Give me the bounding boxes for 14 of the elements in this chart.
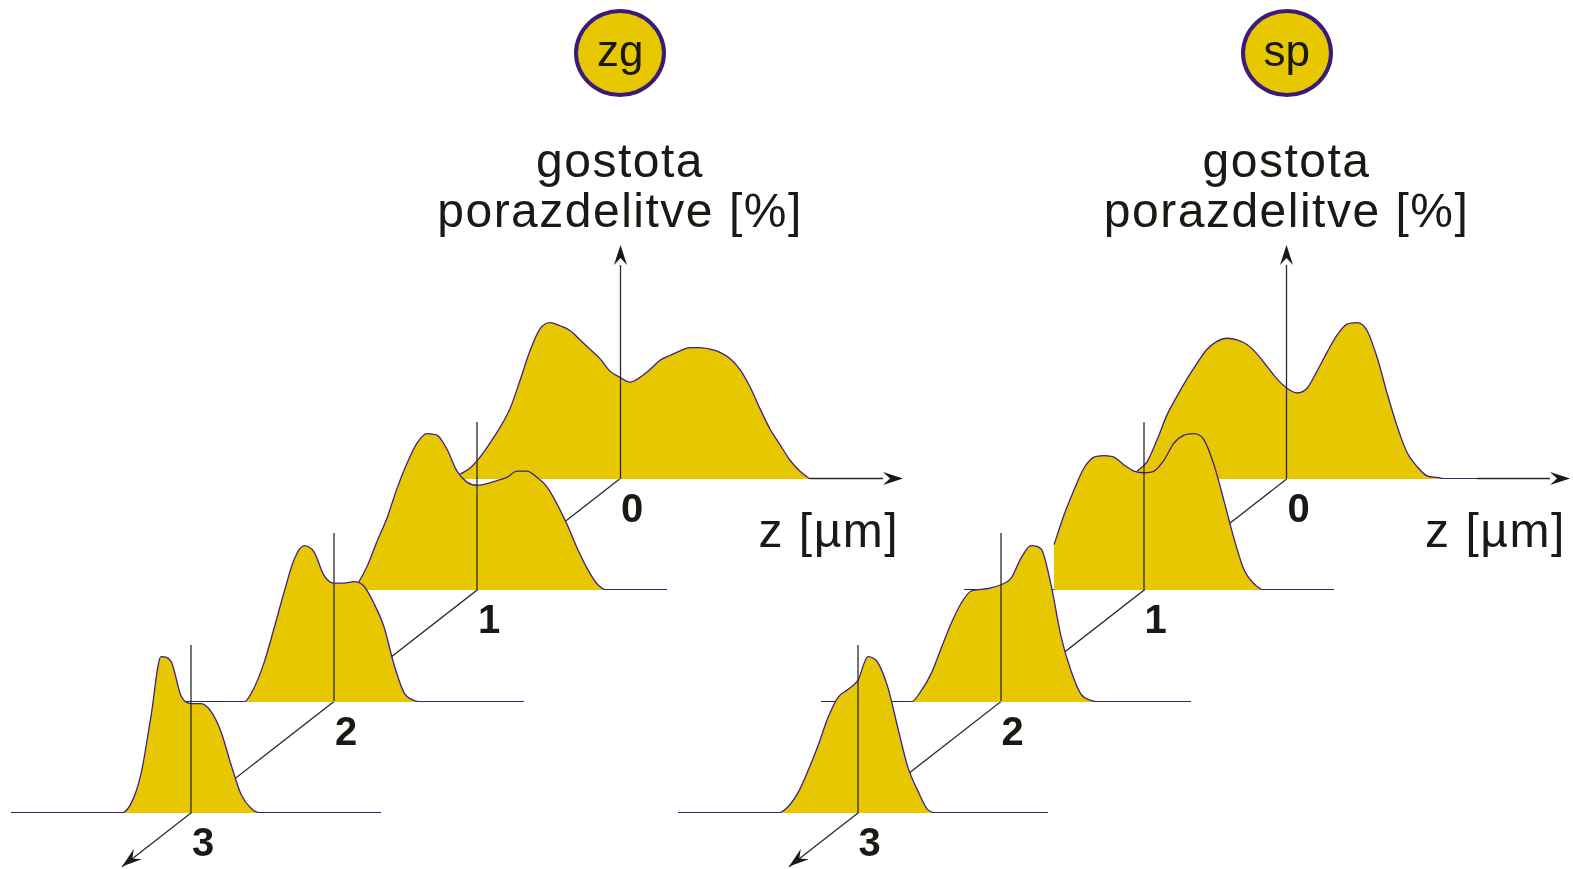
- series-label: 1: [1144, 597, 1167, 642]
- chart-title: sp: [1263, 26, 1311, 75]
- series-label: 3: [192, 819, 215, 864]
- series-label: 1: [478, 597, 501, 642]
- series-label: 0: [621, 485, 644, 530]
- series-label: 0: [1287, 485, 1310, 530]
- y-axis-title: gostota porazdelitve [%]: [1102, 134, 1471, 237]
- y-axis-title: gostota porazdelitve [%]: [436, 134, 804, 237]
- x-axis-title: z [µm]: [758, 503, 900, 557]
- x-axis-title: z [µm]: [1425, 503, 1566, 557]
- series-label: 3: [858, 819, 881, 864]
- chart-title: zg: [597, 26, 644, 75]
- series-label: 2: [335, 708, 358, 753]
- series-label: 2: [1001, 708, 1024, 753]
